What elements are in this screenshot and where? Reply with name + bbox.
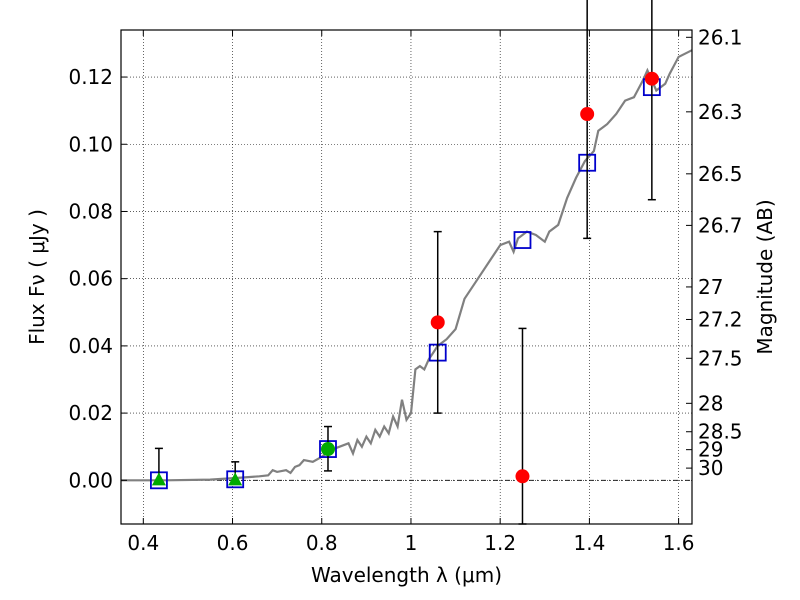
grid-lines bbox=[121, 30, 692, 524]
observed-circle bbox=[320, 442, 335, 457]
x-tick-label: 0.4 bbox=[127, 531, 159, 555]
x-tick-label: 0.6 bbox=[217, 531, 249, 555]
observed-triangle bbox=[228, 472, 243, 486]
observed-red-circles bbox=[430, 0, 659, 525]
magnitude-tick-label: 29 bbox=[698, 438, 723, 462]
y-tick-label: 0.04 bbox=[68, 334, 113, 358]
y-tick-label: 0.00 bbox=[68, 468, 113, 492]
y-tick-label: 0.06 bbox=[68, 267, 113, 291]
x-tick-label: 0.8 bbox=[306, 531, 338, 555]
magnitude-tick-label: 27.2 bbox=[698, 307, 743, 331]
model-photometry bbox=[150, 78, 661, 490]
x-tick-label: 1.2 bbox=[484, 531, 516, 555]
x-tick-label: 1 bbox=[405, 531, 418, 555]
model-spectrum bbox=[121, 49, 693, 482]
magnitude-tick-label: 28 bbox=[698, 391, 723, 415]
model-photometry-square bbox=[513, 231, 532, 249]
magnitude-tick-label: 26.5 bbox=[698, 162, 743, 186]
y-tick-label: 0.08 bbox=[68, 199, 113, 223]
axis-ticks: 0.4 0.6 0.8 1 1.2 1.4 1.6 0.00 0.02 0.04 0.06 0.08 0… bbox=[68, 25, 742, 555]
observed-green-circle bbox=[320, 425, 335, 472]
observed-circle bbox=[644, 71, 659, 86]
y-tick-label: 0.12 bbox=[68, 65, 113, 89]
observed-triangle bbox=[151, 472, 166, 486]
magnitude-tick-label: 27 bbox=[698, 275, 723, 299]
observed-circle bbox=[580, 107, 595, 122]
x-tick-label: 1.6 bbox=[663, 531, 695, 555]
right-axis-label: Magnitude (AB) bbox=[753, 199, 777, 354]
magnitude-tick-label: 30 bbox=[698, 456, 723, 480]
y-tick-label: 0.10 bbox=[68, 132, 113, 156]
y-axis-label: Flux Fν ( μJy ) bbox=[25, 209, 49, 345]
plot-series bbox=[121, 0, 693, 525]
magnitude-tick-label: 26.1 bbox=[698, 25, 743, 49]
observed-circle bbox=[515, 469, 530, 484]
y-tick-label: 0.02 bbox=[68, 401, 113, 425]
spectrum-line bbox=[121, 49, 693, 482]
magnitude-tick-label: 27.5 bbox=[698, 346, 743, 370]
magnitude-tick-label: 28.5 bbox=[698, 420, 743, 444]
plot-frame bbox=[120, 29, 693, 525]
observed-triangles bbox=[151, 447, 243, 486]
observed-circle bbox=[430, 315, 445, 330]
x-tick-label: 1.4 bbox=[573, 531, 605, 555]
x-axis-label: Wavelength λ (μm) bbox=[311, 563, 502, 587]
magnitude-tick-label: 26.7 bbox=[698, 213, 743, 237]
magnitude-tick-label: 26.3 bbox=[698, 100, 743, 124]
